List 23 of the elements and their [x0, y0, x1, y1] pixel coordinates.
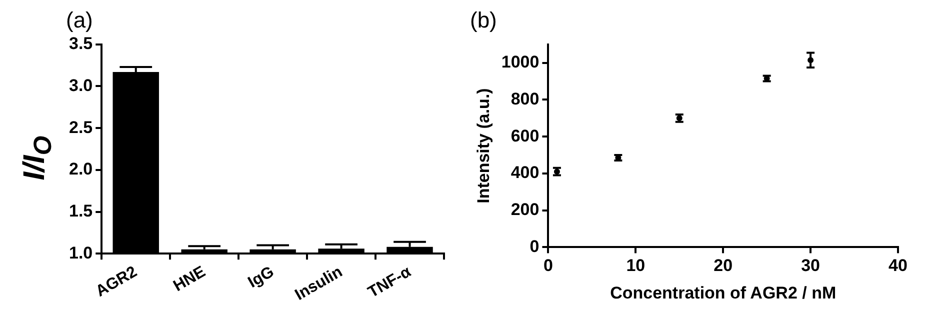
y-tick-label: 1.0: [68, 243, 93, 262]
y-tick-label: 3.5: [68, 34, 93, 54]
x-tick-label: HNE: [170, 263, 209, 296]
y-tick-label: 800: [510, 89, 540, 108]
x-axis-title: Concentration of AGR2 / nM: [610, 283, 836, 302]
y-tick-label: 0: [530, 236, 540, 256]
chart-title: (b): [470, 7, 497, 32]
y-tick-label: 3.0: [68, 76, 93, 95]
y-tick-label: 2.0: [68, 160, 93, 179]
x-tick-label: 30: [801, 256, 820, 276]
y-tick-label: 2.5: [68, 118, 93, 137]
x-tick-label: 20: [714, 256, 733, 276]
y-tick-label: 200: [510, 200, 540, 220]
y-tick-label: 1000: [501, 52, 540, 72]
y-tick-label: 400: [510, 163, 540, 182]
x-tick-label: 0: [543, 256, 553, 276]
x-tick-label: 40: [888, 256, 908, 276]
x-tick-label: 10: [626, 256, 646, 276]
x-tick-label: IgG: [245, 263, 278, 292]
y-axis-title: Intensity (a.u.): [474, 88, 493, 204]
chart-title: (a): [66, 7, 93, 32]
y-tick-label: 600: [510, 126, 540, 146]
y-tick-label: 1.5: [68, 201, 93, 220]
